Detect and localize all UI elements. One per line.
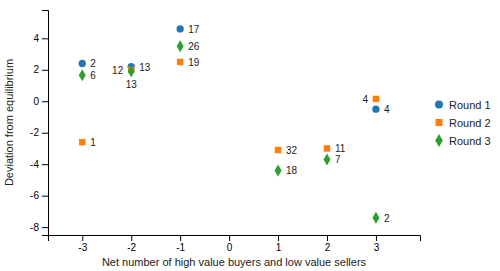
point-label: 18 (286, 165, 298, 176)
x-tick: -2 (127, 235, 136, 253)
x-tick-label: 3 (374, 242, 380, 253)
point (79, 60, 86, 67)
x-axis: -3 -2 -1 0 1 2 3 (49, 235, 421, 253)
point-label: 2 (384, 213, 390, 224)
x-tick: 3 (374, 235, 380, 253)
y-tick: 2 (33, 64, 48, 75)
x-tick-label: 1 (276, 242, 282, 253)
point-label: 12 (112, 65, 124, 76)
x-tick-label: -2 (127, 242, 136, 253)
y-tick: -6 (30, 190, 48, 201)
x-tick: -1 (176, 235, 185, 253)
point-label: 19 (188, 57, 200, 68)
y-tick-label: -2 (30, 127, 39, 138)
y-tick: 4 (33, 33, 48, 44)
point (275, 147, 281, 153)
point-label: 13 (126, 79, 138, 90)
point-label: 4 (384, 104, 390, 115)
point-label: 32 (286, 145, 298, 156)
y-tick-label: 0 (33, 96, 39, 107)
point (79, 69, 86, 81)
point (372, 212, 379, 224)
x-tick-label: -3 (78, 242, 87, 253)
y-tick-label: -8 (30, 222, 39, 233)
x-tick-mark (278, 235, 279, 241)
y-tick: -2 (30, 127, 48, 138)
y-tick-mark (42, 101, 48, 102)
x-tick-label: 0 (227, 242, 233, 253)
y-tick-mark (42, 196, 48, 197)
series (79, 59, 379, 154)
legend-item: Round 1 (435, 99, 491, 111)
y-axis-line (42, 11, 49, 236)
series (79, 25, 380, 113)
y-tick-mark (42, 164, 48, 165)
point-label: 6 (90, 70, 96, 81)
y-axis: -8 -6 -4 -2 0 2 4 (30, 11, 48, 236)
point (324, 153, 331, 165)
y-axis-title: Deviation from equilibrium (3, 59, 15, 186)
point (275, 164, 282, 176)
chart-container: -3-2-10123-8-6-4-2024Net number of high … (0, 0, 500, 271)
legend-item: Round 2 (435, 117, 490, 129)
y-tick: -8 (30, 222, 48, 233)
x-tick-label: -1 (176, 242, 185, 253)
y-tick-label: -6 (30, 190, 39, 201)
series (79, 40, 380, 224)
x-tick-mark (82, 235, 83, 241)
y-tick: 0 (33, 96, 48, 107)
y-tick-mark (42, 227, 48, 228)
x-tick: -3 (78, 235, 87, 253)
point (177, 40, 184, 52)
point (128, 65, 135, 77)
legend-marker (435, 134, 443, 147)
x-tick: 0 (227, 235, 233, 253)
point-label: 11 (335, 143, 346, 154)
legend-marker (435, 101, 443, 109)
point-label: 13 (139, 62, 151, 73)
legend-label: Round 1 (449, 99, 491, 111)
x-tick: 2 (325, 235, 331, 253)
y-tick-mark (42, 70, 48, 71)
x-tick-mark (376, 235, 377, 241)
y-tick-mark (42, 133, 48, 134)
legend-label: Round 3 (449, 135, 491, 147)
x-axis-title: Net number of high value buyers and low … (102, 256, 367, 268)
legend-label: Round 2 (449, 117, 491, 129)
x-tick-mark (180, 235, 181, 241)
chart: -3-2-10123-8-6-4-2024Net number of high … (0, 0, 500, 271)
plot-area (79, 25, 380, 223)
point-labels: 2 13 17 4 1 12 19 32 11 4 6 13 26 18 7 2 (90, 24, 390, 224)
x-tick-mark (131, 235, 132, 241)
point-label: 1 (90, 137, 96, 148)
point-label: 2 (90, 58, 96, 69)
y-tick-label: -4 (30, 159, 39, 170)
point (177, 59, 183, 65)
y-tick-mark (42, 38, 48, 39)
y-tick-label: 4 (33, 33, 39, 44)
point (372, 105, 379, 112)
point (177, 25, 184, 32)
x-axis-line (49, 236, 421, 242)
legend-item: Round 3 (435, 134, 490, 147)
legend-marker (435, 119, 442, 126)
x-tick-mark (229, 235, 230, 241)
point-label: 26 (188, 41, 200, 52)
point (79, 139, 85, 145)
x-tick: 1 (276, 235, 282, 253)
point-label: 17 (188, 24, 200, 35)
point (373, 96, 379, 102)
point-label: 7 (335, 154, 341, 165)
point (324, 145, 330, 151)
point-label: 4 (362, 94, 368, 105)
x-tick-mark (327, 235, 328, 241)
y-tick: -4 (30, 159, 48, 170)
x-tick-label: 2 (325, 242, 331, 253)
y-tick-label: 2 (33, 64, 39, 75)
legend: Round 1 Round 2 Round 3 (435, 99, 491, 148)
